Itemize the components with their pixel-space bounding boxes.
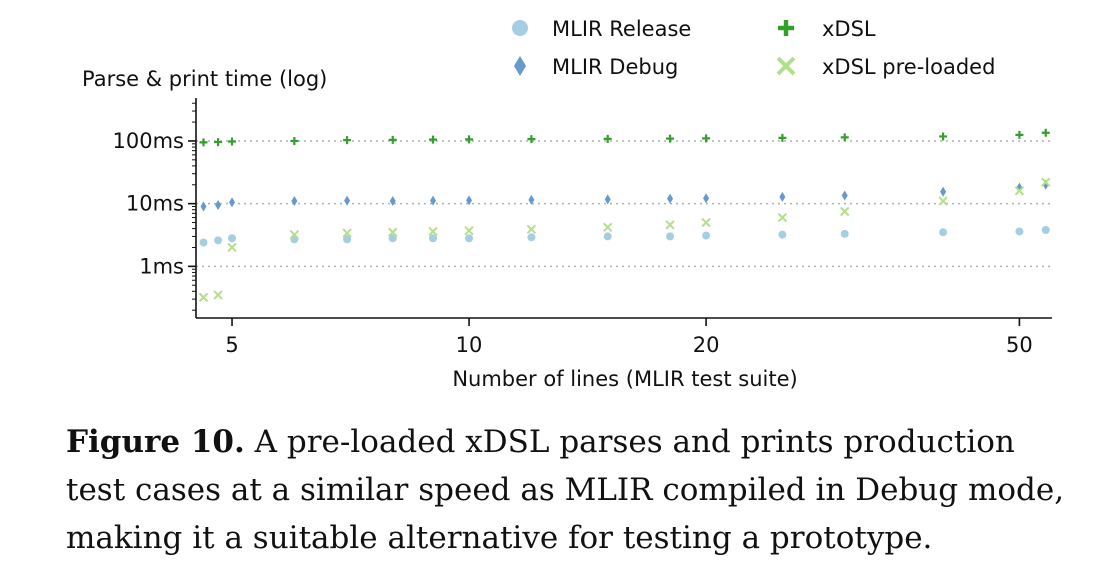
y-tick-label: 1ms xyxy=(139,254,184,278)
y-tick-label: 100ms xyxy=(113,129,184,153)
data-point xyxy=(702,231,711,240)
x-tick-label: 10 xyxy=(456,333,483,357)
data-point xyxy=(1041,177,1051,187)
data-point xyxy=(290,136,299,145)
data-point xyxy=(343,235,352,244)
figure-label: Figure 10. xyxy=(66,424,245,460)
legend-label: MLIR Debug xyxy=(552,55,678,79)
series-xdsl xyxy=(199,128,1050,147)
scatter-chart: 1ms 10ms 100ms 5 10 20 50 Parse & print time (… xyxy=(82,17,1052,391)
data-point xyxy=(777,212,788,223)
data-point xyxy=(229,197,236,208)
data-point xyxy=(778,133,787,142)
data-point xyxy=(343,136,352,145)
data-point xyxy=(429,135,438,144)
data-point xyxy=(840,229,849,238)
data-point xyxy=(938,196,948,206)
data-point xyxy=(465,234,474,243)
legend: MLIR Release MLIR Debug xDSL xDSL pre-loade… xyxy=(512,17,995,79)
x-axis-label: Number of lines (MLIR test suite) xyxy=(452,367,797,391)
legend-marker xyxy=(776,56,796,76)
data-point xyxy=(701,217,711,228)
data-point xyxy=(939,228,948,237)
x-tick-label: 20 xyxy=(693,333,720,357)
data-point xyxy=(198,292,209,303)
y-tick-label: 10ms xyxy=(126,192,184,216)
y-axis-label: Parse & print time (log) xyxy=(82,67,327,91)
data-point xyxy=(199,138,208,147)
legend-item: xDSL xyxy=(778,17,876,41)
data-point xyxy=(666,232,675,241)
data-point xyxy=(342,228,352,238)
data-points xyxy=(198,128,1051,303)
data-point xyxy=(344,195,351,206)
data-point xyxy=(665,220,675,230)
data-point xyxy=(841,190,848,201)
data-point xyxy=(940,186,947,197)
data-point xyxy=(526,224,537,234)
data-point xyxy=(1015,227,1024,236)
data-point xyxy=(388,135,397,144)
data-point xyxy=(228,234,237,243)
data-point xyxy=(228,137,237,146)
data-point xyxy=(666,134,675,143)
series-mlir-debug xyxy=(200,179,1049,212)
data-point xyxy=(603,232,612,241)
data-point xyxy=(214,138,223,147)
series-mlir-release xyxy=(199,225,1050,247)
data-point xyxy=(388,227,398,237)
legend-label: xDSL pre-loaded xyxy=(822,55,995,79)
figure-caption: Figure 10. A pre-loaded xDSL parses and … xyxy=(66,418,1076,562)
data-point xyxy=(215,200,222,211)
axes: 1ms 10ms 100ms 5 10 20 50 xyxy=(113,98,1052,357)
data-point xyxy=(213,290,223,300)
data-point xyxy=(840,206,850,217)
data-point xyxy=(840,133,849,142)
legend-item: MLIR Debug xyxy=(514,55,678,79)
legend-marker xyxy=(514,56,526,76)
legend-label: MLIR Release xyxy=(552,17,691,41)
caption-text: A pre-loaded xDSL parses and prints prod… xyxy=(66,424,1065,556)
data-point xyxy=(778,230,787,239)
data-point xyxy=(603,134,612,143)
legend-item: MLIR Release xyxy=(512,17,691,41)
data-point xyxy=(1041,225,1050,234)
data-point xyxy=(703,193,710,204)
data-point xyxy=(429,234,438,243)
data-point xyxy=(291,196,298,207)
data-point xyxy=(602,222,613,232)
legend-marker xyxy=(778,20,794,36)
series-xdsl-pre-loaded xyxy=(198,177,1051,303)
data-point xyxy=(428,226,438,237)
data-point xyxy=(214,236,223,245)
data-point xyxy=(779,191,786,202)
data-point xyxy=(527,135,536,144)
data-point xyxy=(1041,128,1050,137)
data-point xyxy=(604,194,611,205)
data-point xyxy=(199,238,208,247)
data-point xyxy=(200,201,207,212)
data-point xyxy=(388,234,397,243)
grid-lines xyxy=(196,140,1052,268)
data-point xyxy=(466,195,473,206)
data-point xyxy=(464,226,474,236)
data-point xyxy=(528,194,535,205)
legend-item: xDSL pre-loaded xyxy=(776,55,995,79)
legend-label: xDSL xyxy=(822,17,876,41)
x-tick-label: 50 xyxy=(1006,333,1033,357)
data-point xyxy=(389,196,396,207)
data-point xyxy=(465,135,474,144)
data-point xyxy=(527,233,536,242)
data-point xyxy=(430,195,437,206)
data-point xyxy=(1014,186,1025,196)
x-tick-label: 5 xyxy=(225,333,238,357)
data-point xyxy=(227,242,237,253)
data-point xyxy=(939,132,948,141)
data-point xyxy=(1015,130,1024,139)
data-point xyxy=(289,229,300,240)
legend-marker xyxy=(512,20,528,36)
data-point xyxy=(702,134,711,143)
data-point xyxy=(667,193,674,204)
